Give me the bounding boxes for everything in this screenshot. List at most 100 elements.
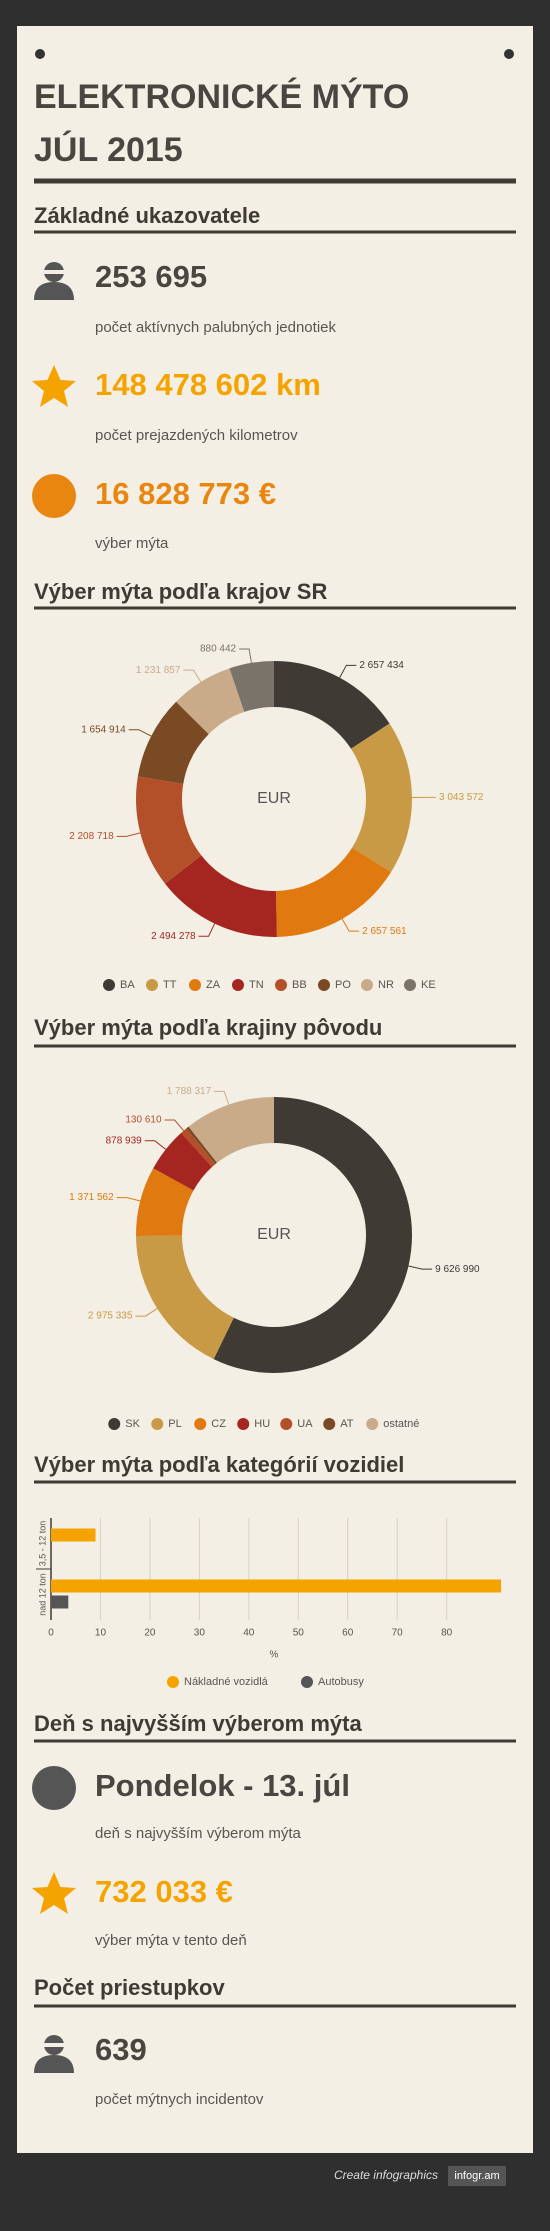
legend-label: PO <box>335 979 351 991</box>
stat-label: počet aktívnych palubných jednotiek <box>95 319 336 336</box>
leader-line <box>116 1197 141 1202</box>
x-axis-label: % <box>270 1650 279 1661</box>
bar <box>51 1528 96 1542</box>
leader-line <box>116 832 141 837</box>
value-label: 1 654 914 <box>81 724 126 735</box>
leader-line <box>239 648 252 663</box>
legend-swatch <box>151 1418 164 1430</box>
leader-line <box>341 918 360 932</box>
legend-swatch <box>167 1676 179 1688</box>
stat-value: 639 <box>95 2032 147 2067</box>
legend-label: CZ <box>211 1418 226 1430</box>
legend-label: BA <box>120 979 135 991</box>
value-label: 1 231 857 <box>136 665 181 676</box>
section-heading: Výber mýta podľa kategórií vozidiel <box>34 1452 404 1477</box>
bar <box>51 1579 502 1593</box>
donut-segment <box>274 661 390 749</box>
legend-label: NR <box>378 979 394 991</box>
donut-segment <box>186 1126 218 1164</box>
stat-label: počet prejazdených kilometrov <box>95 427 298 444</box>
panel <box>17 26 533 2153</box>
donut-segment <box>137 701 209 784</box>
legend-swatch <box>103 979 115 991</box>
legend-swatch <box>404 979 416 991</box>
value-label: 3 043 572 <box>439 792 484 803</box>
pin <box>35 49 45 59</box>
x-tick-label: 20 <box>144 1628 156 1639</box>
value-label: 1 371 562 <box>69 1192 114 1203</box>
stat-value: 16 828 773 € <box>95 476 276 511</box>
footer-brand[interactable]: infogr.am <box>454 2170 499 2182</box>
x-tick-label: 50 <box>293 1628 305 1639</box>
legend-swatch <box>146 979 158 991</box>
title: ELEKTRONICKÉ MÝTO <box>34 78 409 116</box>
leader-line <box>408 1265 433 1270</box>
stat-value: 732 033 € <box>95 1874 233 1909</box>
donut-segment <box>165 855 277 937</box>
legend-label: ZA <box>206 979 221 991</box>
stat-label: deň s najvyšším výberom mýta <box>95 1825 302 1842</box>
value-label: 880 442 <box>200 644 237 655</box>
value-label: 2 657 561 <box>362 926 407 937</box>
x-tick-label: 80 <box>441 1628 453 1639</box>
legend-label: AT <box>340 1418 354 1430</box>
legend-label: BB <box>292 979 307 991</box>
y-tick-label: nad 12 ton <box>37 1573 47 1616</box>
value-label: 1 788 317 <box>167 1086 212 1097</box>
legend-label: UA <box>297 1418 313 1430</box>
section-heading: Deň s najvyšším výberom mýta <box>34 1711 362 1736</box>
value-label: 2 657 434 <box>359 660 404 671</box>
legend-swatch <box>108 1418 121 1430</box>
leader-line <box>183 669 202 683</box>
person-icon <box>34 2035 74 2073</box>
section-heading: Výber mýta podľa krajov SR <box>34 579 327 604</box>
x-tick-label: 60 <box>342 1628 354 1639</box>
value-label: 2 975 335 <box>88 1311 133 1322</box>
legend-swatch <box>361 979 373 991</box>
footer-badge[interactable] <box>448 2166 506 2186</box>
legend-label: SK <box>125 1418 140 1430</box>
legend-label: ostatné <box>383 1418 419 1430</box>
section-heading: Výber mýta podľa krajiny pôvodu <box>34 1015 382 1040</box>
donut-segment <box>136 1235 234 1360</box>
legend-swatch <box>194 1418 207 1430</box>
x-tick-label: 70 <box>392 1628 404 1639</box>
legend-label: KE <box>421 979 436 991</box>
leader-line <box>144 1140 167 1150</box>
donut-segment <box>136 1168 194 1236</box>
section-heading: Počet priestupkov <box>34 1975 225 2000</box>
donut-segment <box>188 1097 274 1163</box>
legend-label: Nákladné vozidlá <box>184 1676 269 1688</box>
x-tick-label: 10 <box>95 1628 107 1639</box>
leader-line <box>339 664 357 678</box>
value-label: 2 494 278 <box>151 931 196 942</box>
pin <box>504 49 514 59</box>
star-icon <box>32 1872 76 1914</box>
legend-swatch <box>232 979 244 991</box>
legend-label: PL <box>168 1418 181 1430</box>
x-tick-label: 40 <box>243 1628 255 1639</box>
stat-label: výber mýta v tento deň <box>95 1932 247 1949</box>
legend-label: HU <box>254 1418 270 1430</box>
donut-segment <box>153 1132 213 1191</box>
donut-segment <box>229 661 274 712</box>
donut-segment <box>351 723 412 873</box>
leader-line <box>164 1119 185 1131</box>
stat-value: Pondelok - 13. júl <box>95 1768 350 1803</box>
legend-label: TT <box>163 979 177 991</box>
value-label: 2 208 718 <box>69 831 114 842</box>
donut-segment <box>213 1097 412 1373</box>
legend-swatch <box>301 1676 313 1688</box>
leader-line <box>198 923 216 937</box>
footer-text[interactable]: Create infographics <box>334 2168 438 2182</box>
leader-line <box>214 1090 230 1105</box>
star-icon <box>32 365 76 407</box>
donut-segment <box>136 776 202 884</box>
value-label: 130 610 <box>125 1115 162 1126</box>
stat-value: 253 695 <box>95 259 207 294</box>
legend-swatch <box>275 979 287 991</box>
stat-value: 148 478 602 km <box>95 367 321 402</box>
legend-label: TN <box>249 979 264 991</box>
legend-label: Autobusy <box>318 1676 364 1688</box>
